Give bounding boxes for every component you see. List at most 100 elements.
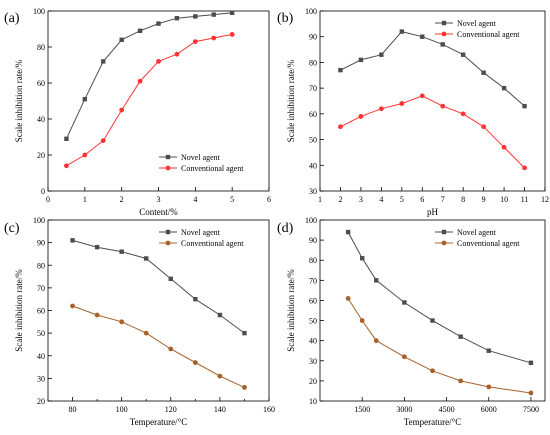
x-tick-label: 100 — [116, 405, 128, 414]
x-tick-label: 3 — [157, 195, 161, 204]
data-point — [440, 42, 445, 47]
data-point — [137, 28, 143, 33]
legend-marker — [165, 165, 171, 171]
y-tick-label: 80 — [37, 43, 45, 52]
y-tick-label: 70 — [37, 284, 45, 293]
panel-c: 80 100 120 140 1602030405060708090100Tempera… — [4, 216, 275, 427]
data-point — [399, 101, 405, 106]
series-line-novel — [347, 231, 532, 364]
legend-entry: Novel agent — [457, 19, 497, 28]
y-tick-label: 100 — [305, 7, 317, 16]
data-point — [358, 114, 364, 119]
data-point — [217, 373, 223, 379]
panel-label: (c) — [4, 221, 20, 236]
x-tick-label: 4500 — [439, 405, 455, 414]
y-tick-label: 70 — [309, 84, 317, 93]
data-point — [217, 312, 223, 318]
legend-marker — [165, 229, 171, 235]
y-tick-label: 50 — [309, 136, 317, 145]
data-point — [522, 165, 527, 171]
data-point — [94, 244, 100, 250]
panel-label: (d) — [277, 221, 294, 236]
data-point — [458, 334, 463, 339]
plot-frame — [319, 219, 546, 402]
x-axis-label: Temperature/°C — [404, 417, 461, 427]
x-tick-label: 11 — [521, 195, 529, 204]
y-tick-label: 80 — [309, 58, 317, 67]
data-point — [242, 330, 247, 336]
data-point — [440, 103, 446, 109]
x-tick-label: 9 — [482, 195, 486, 204]
y-tick-label: 60 — [37, 307, 45, 316]
data-point — [359, 256, 365, 261]
panel-label: (a) — [4, 11, 20, 26]
x-tick-label: 140 — [214, 405, 226, 414]
data-point — [64, 163, 69, 169]
y-tick-label: 50 — [309, 317, 317, 326]
series-line-conventional — [66, 33, 233, 167]
data-point — [156, 21, 161, 26]
data-point — [100, 138, 106, 144]
y-tick-label: 60 — [309, 110, 317, 119]
data-point — [174, 51, 180, 57]
data-point — [460, 52, 466, 57]
data-point — [501, 85, 507, 91]
x-tick-label: 160 — [263, 405, 275, 414]
y-tick-label: 20 — [309, 377, 317, 386]
data-point — [338, 67, 343, 73]
legend-marker — [441, 20, 447, 26]
legend-entry: Conventional agent — [181, 239, 244, 248]
legend-marker — [441, 229, 447, 235]
x-tick-label: 12 — [541, 195, 549, 204]
data-point — [522, 103, 527, 109]
x-tick-label: 7 — [441, 195, 445, 204]
series-line-conventional — [72, 305, 245, 388]
legend-entry: Conventional agent — [457, 30, 520, 39]
x-tick-label: 6 — [420, 195, 424, 204]
data-point — [338, 124, 343, 130]
data-point — [70, 238, 75, 243]
y-tick-label: 100 — [305, 216, 317, 225]
legend: Novel agent Conventional agent — [159, 228, 244, 248]
legend: Novel agent Conventional agent — [435, 228, 520, 248]
data-point — [192, 360, 198, 365]
y-tick-label: 30 — [37, 374, 45, 383]
data-point — [119, 107, 125, 113]
plot-frame — [319, 10, 546, 192]
x-tick-label: 3000 — [396, 405, 412, 414]
x-axis-label: Temperature/°C — [130, 417, 187, 427]
x-axis-label: Content/% — [139, 207, 178, 217]
data-point — [144, 256, 149, 261]
data-point — [82, 97, 88, 102]
data-point — [374, 278, 379, 283]
y-tick-label: 70 — [309, 276, 317, 285]
data-point — [501, 144, 507, 150]
legend-marker — [441, 31, 447, 37]
data-point — [168, 346, 174, 352]
data-point — [119, 249, 124, 254]
y-tick-label: 0 — [41, 187, 45, 196]
legend-entry: Novel agent — [181, 153, 221, 162]
data-point — [229, 10, 235, 15]
y-tick-label: 30 — [309, 187, 317, 196]
y-axis-label: Scale inhibition rate/% — [286, 269, 296, 352]
data-point — [229, 32, 235, 37]
data-point — [168, 276, 173, 282]
data-point — [402, 300, 407, 305]
data-point — [211, 35, 217, 41]
legend-entry: Novel agent — [457, 228, 497, 237]
series-line-conventional — [347, 298, 531, 394]
data-point — [430, 318, 435, 323]
data-point — [143, 330, 149, 336]
legend-marker — [441, 240, 447, 246]
data-point — [373, 338, 379, 344]
x-tick-label: 6 — [267, 195, 271, 204]
legend-entry: Conventional agent — [181, 164, 244, 173]
y-axis-label: Scale inhibition rate/% — [14, 59, 24, 142]
y-tick-label: 50 — [37, 329, 45, 338]
x-tick-label: 1500 — [354, 405, 370, 414]
panel-label: (b) — [277, 11, 294, 26]
data-point — [419, 93, 425, 99]
